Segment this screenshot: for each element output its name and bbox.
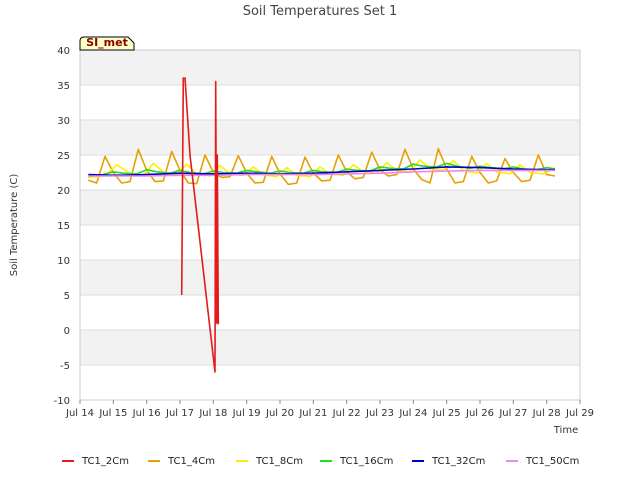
x-tick-label: Jul 14 <box>65 408 94 419</box>
x-tick-label: Jul 16 <box>132 408 161 419</box>
y-tick-label: 5 <box>64 291 70 302</box>
x-tick-label: Jul 23 <box>365 408 394 419</box>
x-tick-label: Jul 19 <box>232 408 261 419</box>
legend: TC1_2Cm TC1_4Cm TC1_8Cm TC1_16Cm TC1_32Cm TC1… <box>62 456 579 467</box>
plot-band <box>80 190 580 225</box>
x-tick-label: Jul 29 <box>565 408 594 419</box>
badge-label: SI_met <box>86 36 128 49</box>
plot-band <box>80 330 580 365</box>
legend-label: TC1_50Cm <box>525 456 579 467</box>
x-tick-label: Jul 20 <box>265 408 294 419</box>
station-badge: SI_met <box>79 36 135 51</box>
series-line-tc1_2cm <box>180 77 220 373</box>
x-tick-label: Jul 27 <box>498 408 527 419</box>
y-tick-label: 10 <box>57 256 70 267</box>
x-tick-label: Jul 21 <box>298 408 327 419</box>
y-tick-label: 0 <box>64 326 70 337</box>
y-tick-label: 25 <box>57 151 70 162</box>
legend-label: TC1_4Cm <box>167 456 215 467</box>
badge-box <box>79 36 135 51</box>
y-tick-label: 15 <box>57 221 70 232</box>
y-tick-label: 40 <box>57 46 70 57</box>
series-lines <box>88 77 556 373</box>
x-tick-label: Jul 26 <box>465 408 494 419</box>
y-tick-label: 20 <box>57 186 70 197</box>
x-tick-label: Jul 15 <box>98 408 127 419</box>
legend-label: TC1_2Cm <box>81 456 129 467</box>
y-tick-label: 35 <box>57 81 70 92</box>
x-axis-label: Time <box>553 425 578 436</box>
y-tick-label: 30 <box>57 116 70 127</box>
plot-band <box>80 260 580 295</box>
x-tick-label: Jul 24 <box>398 408 427 419</box>
plot-border <box>79 49 581 401</box>
legend-label: TC1_32Cm <box>431 456 485 467</box>
y-tick-label: -5 <box>60 361 70 372</box>
x-tick-label: Jul 22 <box>332 408 361 419</box>
plot-band <box>80 225 580 260</box>
plot-band <box>80 365 580 400</box>
series-line-tc1_32cm <box>88 166 555 177</box>
plot-band <box>80 50 580 85</box>
x-tick-label: Jul 18 <box>198 408 227 419</box>
chart-title: Soil Temperatures Set 1 <box>243 4 398 19</box>
legend-label: TC1_16Cm <box>339 456 393 467</box>
legend-label: TC1_8Cm <box>255 456 303 467</box>
y-tick-label: -10 <box>54 396 70 407</box>
x-axis-ticks: Jul 14 Jul 15 Jul 16 Jul 17 Jul 18 Jul 19 Jul … <box>65 400 594 419</box>
plot-band <box>80 85 580 120</box>
x-tick-label: Jul 28 <box>532 408 561 419</box>
x-tick-label: Jul 25 <box>432 408 461 419</box>
plot-band <box>80 295 580 330</box>
plot-band <box>80 120 580 155</box>
x-tick-label: Jul 17 <box>165 408 194 419</box>
series-line-tc1_50cm <box>88 169 555 177</box>
plot-bands <box>80 50 580 400</box>
y-axis-ticks: -10 -5 0 5 10 15 20 25 30 35 40 <box>54 46 70 407</box>
y-axis-label: Soil Temperature (C) <box>9 174 20 277</box>
